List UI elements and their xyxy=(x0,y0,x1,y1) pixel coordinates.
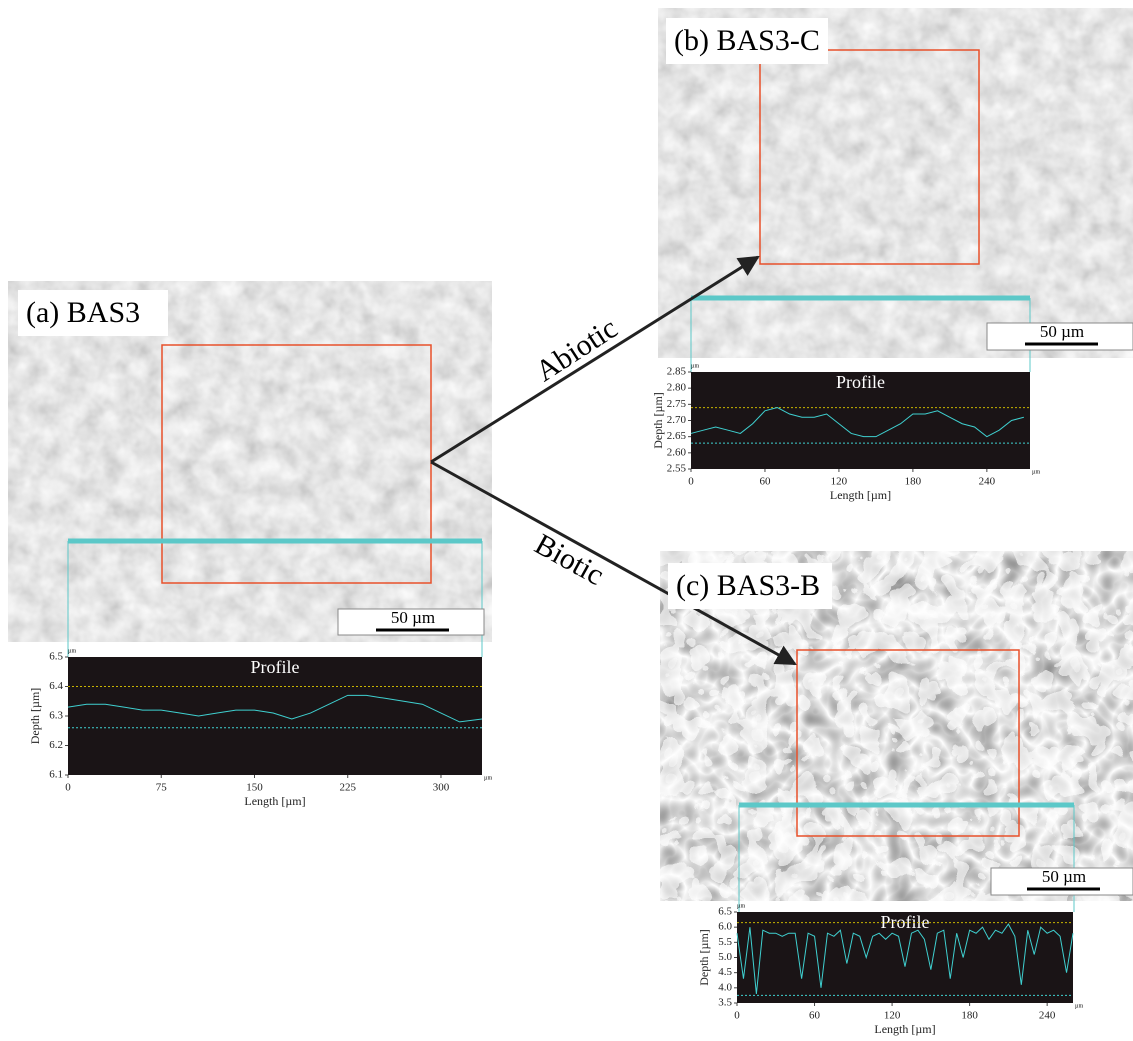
x-tick-label: 120 xyxy=(884,1010,901,1022)
y-tick-label: 3.5 xyxy=(718,997,732,1009)
y-tick-label: 4.5 xyxy=(718,966,732,978)
y-tick-label: 6.5 xyxy=(718,906,732,918)
x-tick-label: 240 xyxy=(979,476,996,488)
y-tick-label: 6.4 xyxy=(49,680,63,692)
y-axis-label: Depth [µm] xyxy=(697,929,711,986)
y-tick-label: 2.55 xyxy=(667,463,687,475)
y-tick-label: 2.60 xyxy=(667,446,687,458)
scale-bar-label: 50 µm xyxy=(1042,867,1086,886)
y-axis-label: Depth [µm] xyxy=(28,688,42,745)
x-tick-label: 0 xyxy=(688,476,694,488)
y-tick-label: 4.0 xyxy=(718,981,732,993)
x-axis-label: Length [µm] xyxy=(874,1022,935,1036)
unit-label: µm xyxy=(691,363,699,369)
chart-title: Profile xyxy=(251,657,300,677)
unit-label: µm xyxy=(1075,1003,1083,1009)
x-tick-label: 150 xyxy=(246,782,263,794)
y-tick-label: 6.5 xyxy=(49,651,63,663)
unit-label: µm xyxy=(484,775,492,781)
x-tick-label: 180 xyxy=(961,1010,978,1022)
x-tick-label: 225 xyxy=(339,782,356,794)
x-tick-label: 180 xyxy=(905,476,922,488)
y-tick-label: 6.2 xyxy=(49,739,63,751)
unit-label: µm xyxy=(737,903,745,909)
y-tick-label: 5.5 xyxy=(718,936,732,948)
unit-label: µm xyxy=(1032,469,1040,475)
x-tick-label: 120 xyxy=(831,476,848,488)
x-axis-label: Length [µm] xyxy=(244,794,305,808)
y-tick-label: 6.3 xyxy=(49,710,63,722)
x-tick-label: 0 xyxy=(734,1010,740,1022)
y-tick-label: 6.0 xyxy=(718,921,732,933)
y-tick-label: 2.65 xyxy=(667,430,687,442)
x-tick-label: 300 xyxy=(433,782,450,794)
y-tick-label: 2.75 xyxy=(667,398,687,410)
scale-bar-label: 50 µm xyxy=(391,608,435,627)
y-tick-label: 2.80 xyxy=(667,382,687,394)
x-tick-label: 240 xyxy=(1039,1010,1056,1022)
y-tick-label: 5.0 xyxy=(718,951,732,963)
y-tick-label: 2.85 xyxy=(667,366,687,378)
y-tick-label: 2.70 xyxy=(667,414,687,426)
panel-label: (a) BAS3 xyxy=(26,296,140,329)
x-tick-label: 75 xyxy=(156,782,168,794)
unit-label: µm xyxy=(68,648,76,654)
panel-label: (c) BAS3-B xyxy=(676,569,820,602)
x-tick-label: 60 xyxy=(809,1010,821,1022)
panel-label: (b) BAS3-C xyxy=(674,24,820,57)
y-tick-label: 6.1 xyxy=(49,769,63,781)
x-axis-label: Length [µm] xyxy=(830,488,891,502)
scale-bar-label: 50 µm xyxy=(1040,322,1084,341)
y-axis-label: Depth [µm] xyxy=(651,392,665,449)
figure: Abiotic Biotic (a) BAS350 µmProfileµmµm6… xyxy=(0,0,1133,1041)
x-tick-label: 0 xyxy=(65,782,71,794)
x-tick-label: 60 xyxy=(759,476,771,488)
chart-title: Profile xyxy=(836,372,885,392)
